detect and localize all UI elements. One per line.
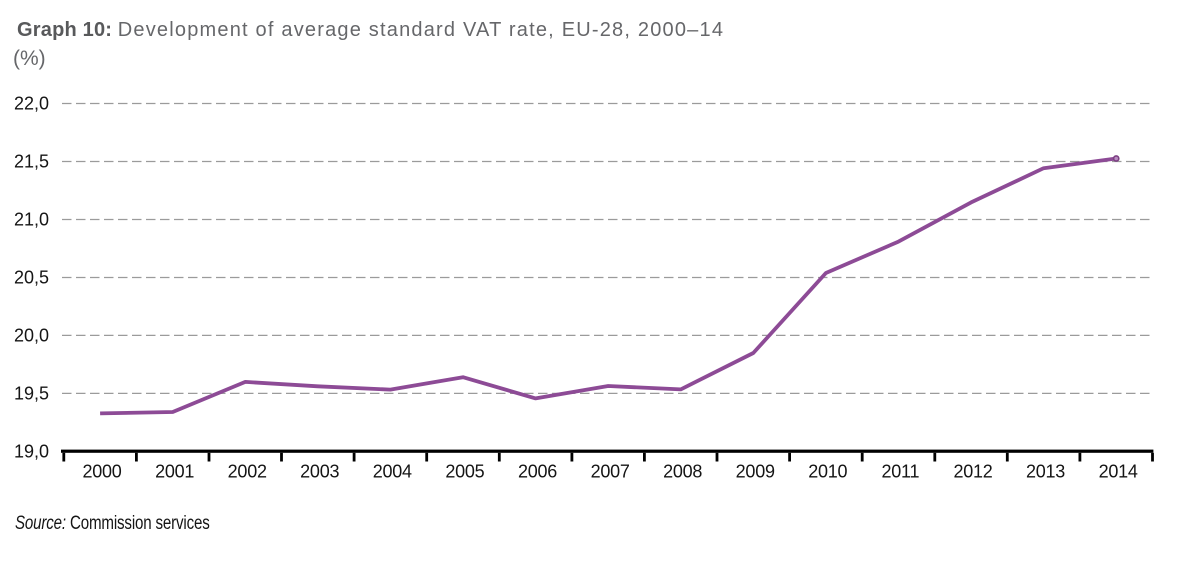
svg-text:2007: 2007: [591, 462, 630, 482]
svg-text:19,5: 19,5: [14, 384, 49, 404]
svg-text:2002: 2002: [228, 462, 267, 482]
svg-text:2013: 2013: [1026, 462, 1065, 482]
svg-text:22,0: 22,0: [14, 94, 49, 114]
svg-text:2005: 2005: [445, 462, 484, 482]
svg-text:2009: 2009: [736, 462, 775, 482]
svg-text:2010: 2010: [808, 462, 847, 482]
svg-text:2014: 2014: [1099, 462, 1138, 482]
svg-text:2001: 2001: [155, 462, 194, 482]
svg-text:2000: 2000: [82, 462, 121, 482]
svg-text:2006: 2006: [518, 462, 557, 482]
svg-text:20,0: 20,0: [14, 326, 49, 346]
svg-text:19,0: 19,0: [14, 441, 49, 461]
svg-text:21,5: 21,5: [14, 152, 49, 172]
svg-text:20,5: 20,5: [14, 268, 49, 288]
svg-text:2008: 2008: [663, 462, 702, 482]
svg-text:2012: 2012: [953, 462, 992, 482]
svg-text:2004: 2004: [373, 462, 412, 482]
svg-text:21,0: 21,0: [14, 210, 49, 230]
svg-text:2011: 2011: [882, 462, 920, 482]
svg-text:2003: 2003: [300, 462, 339, 482]
